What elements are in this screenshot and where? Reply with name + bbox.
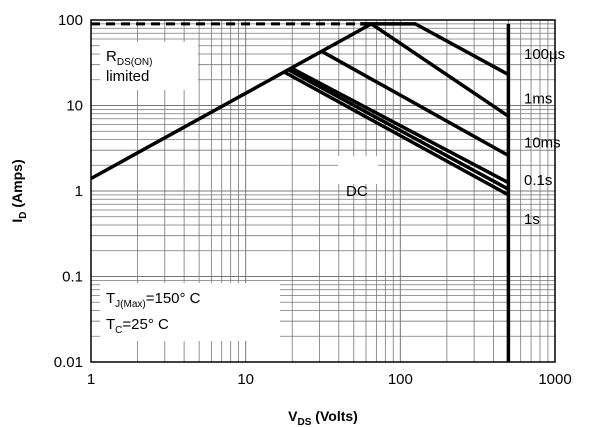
series-line <box>320 49 510 158</box>
condition-tc-main: T <box>106 316 115 333</box>
y-tick-label: 1 <box>75 183 83 200</box>
x-tick-label: 1000 <box>538 371 571 388</box>
y-axis-title-rest: (Amps) <box>9 159 25 211</box>
dc-label-box <box>338 156 378 184</box>
condition-tc-rest: =25° C <box>122 316 169 333</box>
x-tick-label: 1 <box>87 371 95 388</box>
curve-label: 1s <box>524 211 540 228</box>
series-line <box>291 67 510 185</box>
condition-tj-sub: J(Max) <box>115 299 146 310</box>
x-axis-title-sub: DS <box>298 417 312 427</box>
condition-tj-main: T <box>106 290 115 307</box>
x-tick-label: 10 <box>237 371 254 388</box>
series-line <box>371 22 510 77</box>
y-axis-title-main: I <box>9 219 25 223</box>
series-line <box>287 68 510 191</box>
x-axis-title: VDS (Volts) <box>288 408 358 427</box>
curve-label: 1ms <box>524 91 552 108</box>
y-axis-title-sub: D <box>18 212 29 219</box>
rds-label-main: R <box>106 48 117 65</box>
series-line <box>90 22 373 181</box>
rds-label-sub: DS(ON) <box>117 57 153 68</box>
plot-frame <box>90 19 556 363</box>
curves <box>90 22 511 362</box>
x-tick-label: 100 <box>388 371 413 388</box>
condition-tc-sub: C <box>115 325 122 336</box>
series-line <box>282 69 510 197</box>
rds-label-box <box>100 42 198 90</box>
y-axis-title: ID (Amps) <box>9 159 29 222</box>
y-tick-label: 0.01 <box>54 354 83 371</box>
conditions-box <box>100 283 280 341</box>
condition-tc: TC=25° C <box>106 316 169 336</box>
y-tick-label: 0.1 <box>62 269 83 286</box>
y-tick-label: 100 <box>58 12 83 29</box>
tick-labels: 1 10 100 1000 0.01 0.1 1 10 100 <box>54 12 572 388</box>
curve-label: 100µs <box>524 46 565 63</box>
curve-labels: 100µs 1ms 10ms 0.1s 1s DC <box>346 46 565 228</box>
condition-tj: TJ(Max)=150° C <box>106 290 201 310</box>
curve-label: 0.1s <box>524 172 552 189</box>
condition-tj-rest: =150° C <box>146 290 201 307</box>
rds-label-line2: limited <box>106 68 149 85</box>
x-axis-title-rest: (Volts) <box>311 408 357 424</box>
rds-label-line1: RDS(ON) <box>106 48 152 68</box>
x-axis-title-main: V <box>288 408 298 424</box>
curve-label: 10ms <box>524 134 561 151</box>
series-line <box>360 22 510 118</box>
curve-label: DC <box>346 183 368 200</box>
y-tick-label: 10 <box>66 98 83 115</box>
